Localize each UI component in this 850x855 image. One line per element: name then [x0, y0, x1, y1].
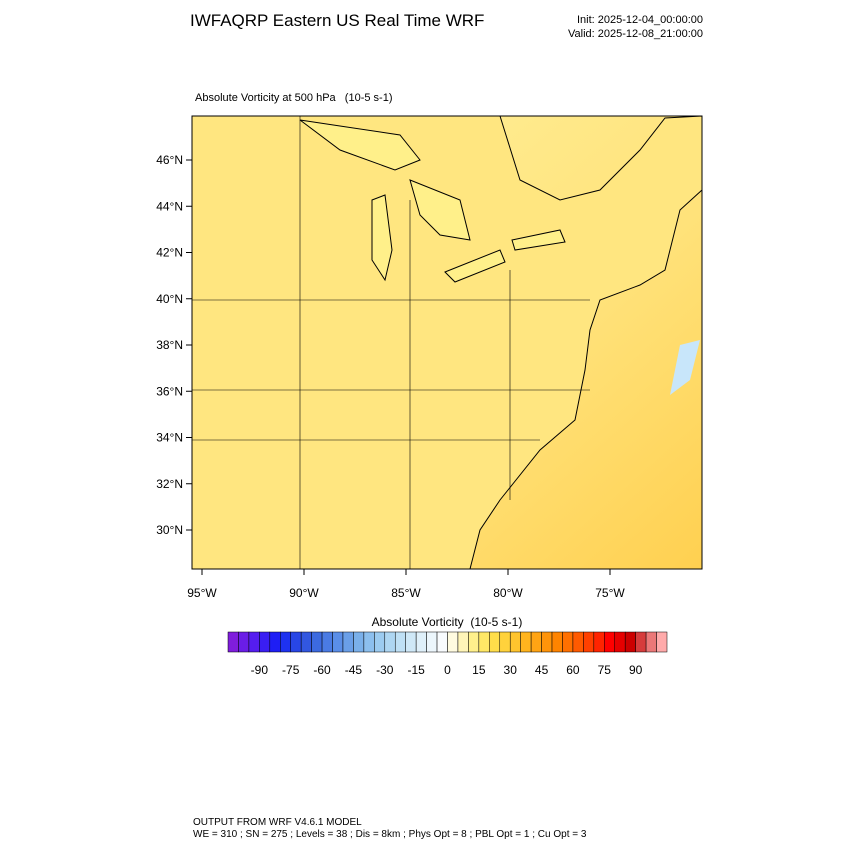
lon-label: 85°W: [391, 586, 421, 600]
footer-line: WE = 310 ; SN = 275 ; Levels = 38 ; Dis …: [193, 829, 587, 840]
colorbar-box: [290, 631, 302, 653]
lon-label: 90°W: [289, 586, 319, 600]
footer-line: OUTPUT FROM WRF V4.6.1 MODEL: [193, 817, 362, 828]
colorbar-box: [342, 631, 354, 653]
colorbar-box: [436, 631, 448, 653]
colorbar-box: [259, 631, 271, 653]
colorbar-box: [530, 631, 542, 653]
colorbar-box: [645, 631, 657, 653]
map: [191, 115, 703, 570]
colorbar-box: [583, 631, 595, 653]
colorbar-box: [562, 631, 574, 653]
lon-label: 95°W: [187, 586, 217, 600]
lake-michigan: [371, 194, 393, 282]
colorbar-box: [656, 631, 668, 653]
colorbar-label: -60: [313, 663, 331, 677]
colorbar-label: 90: [629, 663, 643, 677]
colorbar-box: [541, 631, 553, 653]
colorbar-label: 30: [504, 663, 518, 677]
colorbar-box: [321, 631, 333, 653]
colorbar-box: [353, 631, 365, 653]
colorbar-box: [374, 631, 386, 653]
lake-huron: [409, 179, 471, 241]
colorbar-box: [604, 631, 615, 653]
state-borders: [192, 116, 590, 569]
colorbar-box: [405, 631, 417, 653]
lat-label: 30°N: [156, 523, 183, 537]
map-axes: 46°N 44°N 42°N 40°N 38°N 36°N 34°N 32°N 30°N 95°W…: [156, 153, 625, 600]
lon-label: 75°W: [595, 586, 625, 600]
colorbar-box: [415, 631, 427, 653]
colorbar-box: [394, 631, 406, 653]
colorbar-box: [457, 631, 469, 653]
colorbar-box: [300, 631, 312, 653]
lake-superior: [299, 119, 421, 171]
colorbar-box: [447, 631, 459, 653]
colorbar: -90 -75 -60 -45 -30 -15 0 15 30 45 60 75 90: [227, 631, 668, 677]
colorbar-label: -15: [407, 663, 425, 677]
colorbar-box: [509, 631, 521, 653]
colorbar-box: [238, 631, 250, 653]
lat-label: 42°N: [156, 246, 183, 260]
colorbar-label: 0: [444, 663, 451, 677]
colorbar-box: [227, 631, 239, 653]
colorbar-label: 45: [535, 663, 549, 677]
lat-label: 36°N: [156, 384, 183, 398]
colorbar-box: [614, 631, 626, 653]
colorbar-box: [593, 631, 605, 653]
colorbar-box: [572, 631, 584, 653]
colorbar-box: [468, 631, 480, 653]
init-time: Init: 2025-12-04_00:00:00: [577, 14, 703, 26]
colorbar-box: [269, 631, 281, 653]
colorbar-label: -75: [282, 663, 300, 677]
valid-time: Valid: 2025-12-08_21:00:00: [568, 28, 703, 40]
colorbar-label: 60: [566, 663, 580, 677]
colorbar-label: -90: [251, 663, 269, 677]
colorbar-box: [635, 631, 647, 653]
colorbar-label: -30: [376, 663, 394, 677]
lat-label: 46°N: [156, 153, 183, 167]
lat-label: 40°N: [156, 292, 183, 306]
colorbar-box: [248, 631, 260, 653]
colorbar-box: [426, 631, 438, 653]
colorbar-box: [478, 631, 490, 653]
lat-label: 34°N: [156, 431, 183, 445]
vorticity-patch: [670, 340, 700, 395]
lake-ontario: [511, 229, 566, 251]
colorbar-label: 75: [598, 663, 612, 677]
map-title: Absolute Vorticity at 500 hPa (10-5 s-1): [195, 92, 393, 104]
colorbar-box: [332, 631, 344, 653]
colorbar-box: [280, 631, 291, 653]
colorbar-label: 15: [472, 663, 486, 677]
map-frame: [191, 115, 703, 570]
lat-label: 38°N: [156, 338, 183, 352]
colorbar-box: [489, 631, 501, 653]
colorbar-box: [311, 631, 323, 653]
lat-label: 32°N: [156, 477, 183, 491]
colorbar-box: [499, 631, 511, 653]
lat-label: 44°N: [156, 199, 183, 213]
lon-label: 80°W: [493, 586, 523, 600]
figure-title: IWFAQRP Eastern US Real Time WRF: [190, 11, 484, 30]
colorbar-label: -45: [345, 663, 363, 677]
colorbar-box: [624, 631, 636, 653]
land: [191, 115, 703, 570]
lake-erie: [444, 249, 506, 283]
colorbar-box: [520, 631, 532, 653]
colorbar-title: Absolute Vorticity (10-5 s-1): [372, 615, 523, 629]
colorbar-box: [384, 631, 396, 653]
colorbar-box: [551, 631, 563, 653]
colorbar-box: [363, 631, 375, 653]
